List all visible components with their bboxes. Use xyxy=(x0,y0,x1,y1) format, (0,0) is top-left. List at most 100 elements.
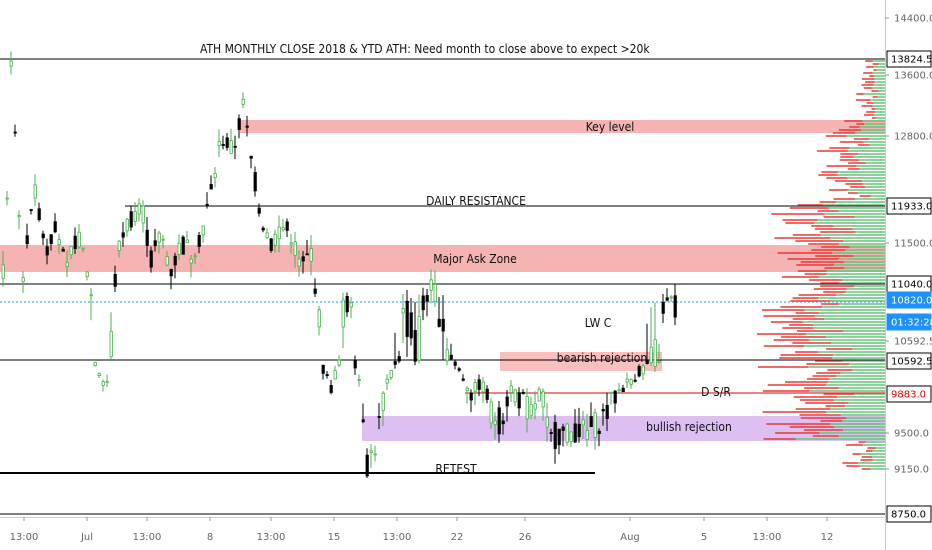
profile-bar-down xyxy=(861,456,873,458)
profile-bar-up xyxy=(873,66,885,68)
candle-body xyxy=(585,430,589,441)
profile-bar-up xyxy=(830,237,885,239)
candle-body xyxy=(77,231,81,248)
profile-bar-up xyxy=(873,114,885,116)
profile-bar-up xyxy=(842,429,885,431)
candle-body xyxy=(1,264,5,279)
candle-body xyxy=(385,378,389,384)
candle-body xyxy=(245,125,249,128)
candle-body xyxy=(529,403,533,416)
profile-bar-up xyxy=(844,267,885,269)
candle-body xyxy=(457,368,461,371)
profile-bar-up xyxy=(872,456,885,458)
candle-body xyxy=(449,354,453,360)
profile-bar-up xyxy=(854,285,885,287)
y-tick-label: 13600.0 xyxy=(894,71,932,82)
profile-bar-down xyxy=(856,93,864,95)
profile-bar-down xyxy=(872,96,878,98)
candle-body xyxy=(237,118,241,130)
profile-bar-up xyxy=(828,378,885,380)
candle-body xyxy=(333,370,337,380)
profile-bar-down xyxy=(861,468,871,470)
profile-bar-down xyxy=(818,174,838,176)
candle-body xyxy=(485,388,489,400)
profile-bar-down xyxy=(771,213,825,215)
candle-body xyxy=(101,381,105,386)
profile-bar-up xyxy=(878,90,885,92)
x-tick-label: 13:00 xyxy=(133,532,162,543)
x-tick-label: 15 xyxy=(328,532,341,543)
profile-bar-up xyxy=(802,321,885,323)
profile-bar-up xyxy=(838,303,885,305)
profile-bar-up xyxy=(868,138,885,140)
y-tick-label: 11500.0 xyxy=(894,239,932,250)
profile-bar-up xyxy=(823,318,885,320)
profile-bar-down xyxy=(767,384,826,386)
candle-body xyxy=(573,423,577,443)
profile-bar-up xyxy=(840,372,885,374)
profile-bar-up xyxy=(874,78,885,80)
candle-body xyxy=(305,253,309,256)
profile-bar-up xyxy=(809,390,885,392)
candle-body xyxy=(433,283,437,302)
candle-body xyxy=(377,416,381,418)
profile-bar-up xyxy=(862,444,885,446)
profile-bar-up xyxy=(830,408,885,410)
candle-body xyxy=(421,295,425,311)
candle-body xyxy=(525,396,529,420)
candle-body xyxy=(133,211,137,223)
candle-body xyxy=(289,242,293,245)
profile-bar-up xyxy=(862,180,885,182)
profile-bar-down xyxy=(789,426,835,428)
level-price-tag-bg xyxy=(886,352,932,370)
candle-body xyxy=(545,416,549,428)
candle-body xyxy=(325,374,329,376)
candle-body xyxy=(33,184,37,199)
candle-body xyxy=(345,295,349,313)
profile-bar-down xyxy=(861,78,875,80)
profile-bar-up xyxy=(834,426,885,428)
profile-bar-down xyxy=(849,126,860,128)
profile-bar-up xyxy=(837,174,885,176)
profile-bar-up xyxy=(804,345,885,347)
profile-bar-down xyxy=(852,453,861,455)
candle-body xyxy=(297,258,301,267)
candle-body xyxy=(197,235,201,247)
profile-bar-up xyxy=(808,339,885,341)
candle-body xyxy=(437,318,441,327)
profile-bar-down xyxy=(845,444,863,446)
profile-bar-up xyxy=(877,96,885,98)
candle-body xyxy=(465,387,469,391)
candle-body xyxy=(117,240,121,252)
profile-bar-down xyxy=(811,249,846,251)
profile-bar-down xyxy=(804,429,843,431)
profile-bar-down xyxy=(871,117,877,119)
candle-body xyxy=(53,221,57,233)
candle-body xyxy=(661,301,665,314)
candle-body xyxy=(269,238,273,251)
profile-bar-up xyxy=(836,375,885,377)
candle-body xyxy=(549,432,553,434)
profile-bar-down xyxy=(839,141,864,143)
profile-bar-up xyxy=(873,84,885,86)
profile-bar-up xyxy=(857,462,885,464)
profile-bar-down xyxy=(861,105,873,107)
profile-bar-up xyxy=(813,324,885,326)
candle-body xyxy=(521,391,525,394)
candle-body xyxy=(29,209,33,211)
profile-bar-down xyxy=(757,333,807,335)
profile-bar-down xyxy=(820,285,855,287)
profile-bar-down xyxy=(817,150,848,152)
candle-body xyxy=(361,419,365,423)
profile-bar-up xyxy=(830,423,885,425)
candle-body xyxy=(401,308,405,314)
profile-bar-up xyxy=(824,213,885,215)
candle-body xyxy=(17,215,21,218)
profile-bar-down xyxy=(821,171,838,173)
profile-bar-up xyxy=(848,402,885,404)
profile-bar-down xyxy=(865,450,873,452)
profile-bar-down xyxy=(826,348,852,350)
profile-bar-down xyxy=(797,204,823,206)
profile-bar-down xyxy=(855,99,871,101)
